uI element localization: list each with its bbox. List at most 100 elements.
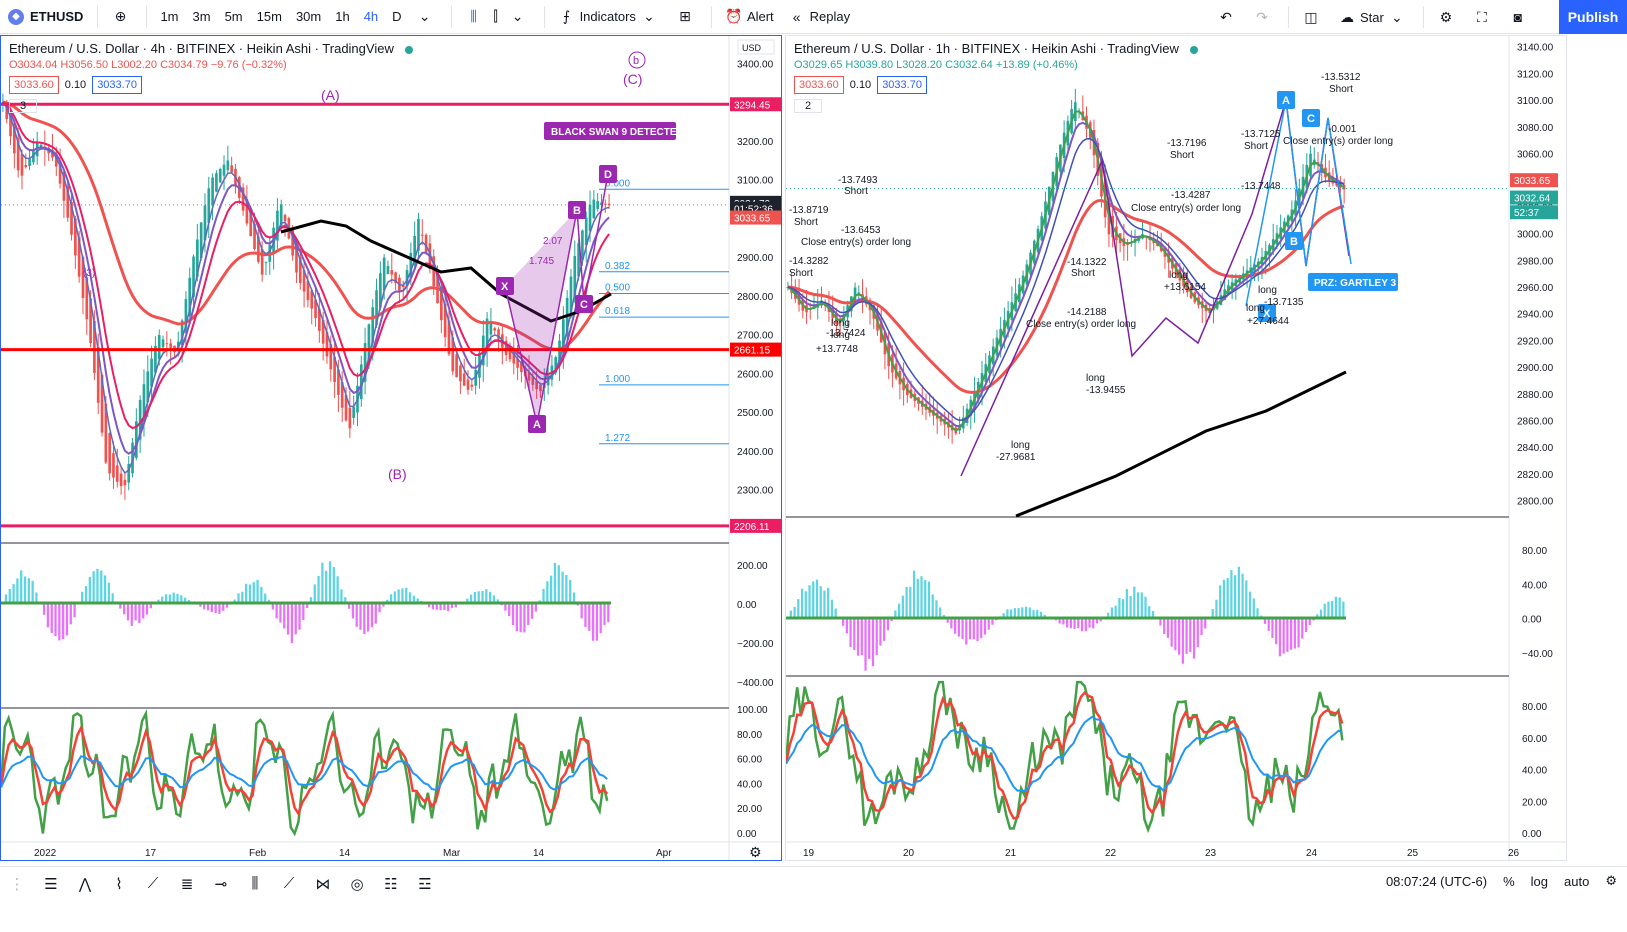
time-tick-label: 24	[1306, 848, 1318, 859]
right-ask[interactable]: 3033.70	[877, 76, 927, 94]
osc2-axis: 80.00 60.00 40.00 20.00 0.00	[1522, 702, 1547, 840]
compare-symbol-button[interactable]: ⊕	[104, 3, 140, 31]
spiral-tool-icon[interactable]: ◎	[350, 875, 364, 893]
price-tick-label: 2860.00	[1517, 417, 1554, 428]
left-bid[interactable]: 3033.60	[9, 76, 59, 94]
strategy-note: Short	[1329, 84, 1353, 95]
histogram-bar	[1006, 609, 1009, 618]
candle-body	[489, 322, 493, 335]
right-chart-pane[interactable]: A B C X PRZ: GARTLEY 3 -13.5312 Short -13.7196 S…	[785, 35, 1567, 861]
left-chart-pane[interactable]: 0.000 0.382 0.500 0.618 1.000 1.272 b (C) (A) (B)…	[0, 35, 782, 861]
price-tick-label: −200.00	[737, 639, 774, 650]
indicators-button[interactable]: ⨍ Indicators ⌄	[551, 3, 669, 31]
interval-15m[interactable]: 15m	[256, 9, 282, 24]
left-bid-ask: 3033.60 0.10 3033.70	[9, 76, 413, 94]
snapshot-button[interactable]: ◙	[1502, 3, 1538, 31]
lines-tool-icon[interactable]: ☰	[44, 875, 58, 893]
elliott-wave-tool-icon[interactable]: ⌇	[115, 875, 123, 893]
histogram-bar	[42, 603, 46, 615]
interval-d[interactable]: D	[392, 9, 402, 24]
interval-1h[interactable]: 1h	[335, 9, 350, 24]
wave-b-label: (B)	[388, 466, 407, 482]
histogram-bar	[946, 618, 949, 623]
right-chart-title-text: Ethereum / U.S. Dollar · 1h · BITFINEX ·…	[794, 41, 1179, 56]
histogram-bar	[875, 618, 878, 655]
strategy-note: -14.3282	[789, 256, 829, 267]
price-tick-label: 2500.00	[737, 408, 774, 419]
histogram-bar	[1286, 618, 1289, 652]
histogram-bar	[1151, 610, 1155, 618]
right-bid[interactable]: 3033.60	[794, 76, 844, 94]
clock-readout[interactable]: 08:07:24 (UTC-6)	[1385, 873, 1488, 889]
chevron-down-icon: ⌄	[511, 8, 524, 24]
histogram-bar	[477, 591, 480, 603]
log-toggle[interactable]: log	[1530, 873, 1549, 889]
interval-5m[interactable]: 5m	[224, 9, 243, 24]
layout-name-button[interactable]: ☁ Star ⌄	[1331, 3, 1417, 31]
candle-body	[318, 308, 321, 331]
cloud-icon: ☁	[1340, 8, 1354, 25]
filter-list-icon[interactable]: ☲	[418, 875, 432, 893]
time-tick-label: 21	[1005, 848, 1017, 859]
replay-button[interactable]: « Replay	[781, 3, 857, 31]
redo-button[interactable]: ↷	[1246, 3, 1282, 31]
left-ask[interactable]: 3033.70	[92, 76, 142, 94]
candle-body	[257, 236, 260, 262]
histogram-bar	[1118, 598, 1121, 618]
histogram-bar	[279, 603, 282, 623]
publish-button[interactable]: Publish	[1559, 0, 1627, 34]
right-indicator-count[interactable]: 2	[794, 99, 822, 113]
trendline-tool-icon[interactable]: ⟋	[147, 875, 159, 892]
fib-tool-icon[interactable]: ≣	[180, 875, 194, 893]
candle-body	[264, 261, 268, 263]
undo-button[interactable]: ↶	[1210, 3, 1246, 31]
percent-toggle[interactable]: %	[1503, 873, 1515, 889]
divider	[710, 5, 712, 28]
histogram-bar	[1267, 618, 1270, 631]
bars-tool-icon[interactable]: ⫼	[251, 875, 259, 892]
pattern-point-badge	[528, 415, 546, 433]
price-label-badge	[730, 342, 781, 357]
bar-style-button[interactable]: ⫼ ⫿ ⌄	[458, 3, 538, 31]
settings-list-icon[interactable]: ☷	[384, 875, 398, 893]
histogram-bar	[1010, 609, 1013, 618]
ray-tool-icon[interactable]: ⟋	[283, 875, 295, 892]
price-tick-label: 20.00	[1522, 797, 1547, 808]
interval-30m[interactable]: 30m	[295, 9, 322, 24]
settings-button[interactable]: ⚙	[1430, 3, 1466, 31]
histogram-bar	[550, 575, 553, 603]
xabcd-tool-icon[interactable]: ⋈	[315, 875, 331, 893]
drag-handle-icon[interactable]: ⋮	[9, 875, 25, 893]
interval-dropdown[interactable]: ⌄	[409, 3, 445, 31]
histogram-bar	[950, 618, 953, 629]
settings-icon[interactable]: ⚙	[1605, 873, 1617, 888]
candle-body	[321, 319, 325, 344]
histogram-bar	[332, 566, 335, 603]
left-indicator-count[interactable]: 3	[9, 99, 37, 113]
interval-1m[interactable]: 1m	[160, 9, 179, 24]
symbol-search[interactable]: ◆ ETHUSD	[0, 8, 91, 25]
layout-select-button[interactable]: ◫	[1295, 3, 1331, 31]
price-label-text: 3032.64	[1514, 194, 1551, 205]
pattern-tool-icon[interactable]: ⋀	[78, 875, 92, 893]
auto-toggle[interactable]: auto	[1564, 873, 1590, 889]
templates-button[interactable]: ⊞	[669, 3, 705, 31]
histogram-bar	[62, 603, 65, 639]
interval-4h[interactable]: 4h	[363, 9, 379, 24]
histogram-bar	[607, 603, 610, 623]
candle-body	[89, 298, 92, 344]
candle-body	[112, 453, 115, 478]
histogram-bar	[1211, 608, 1214, 618]
interval-3m[interactable]: 3m	[192, 9, 211, 24]
candle-body	[420, 234, 424, 236]
alert-button[interactable]: ⏰ Alert	[718, 3, 781, 31]
left-chart-canvas[interactable]: 0.000 0.382 0.500 0.618 1.000 1.272 b (C) (A) (B)…	[1, 36, 782, 861]
fullscreen-button[interactable]: ⛶	[1466, 3, 1502, 31]
horizontal-line-tool-icon[interactable]: ⊸	[214, 875, 228, 893]
price-label-badge	[1510, 205, 1558, 220]
histogram-bar	[126, 603, 130, 621]
candle-icon: ⫿	[493, 8, 498, 24]
histogram-bar	[267, 599, 271, 603]
